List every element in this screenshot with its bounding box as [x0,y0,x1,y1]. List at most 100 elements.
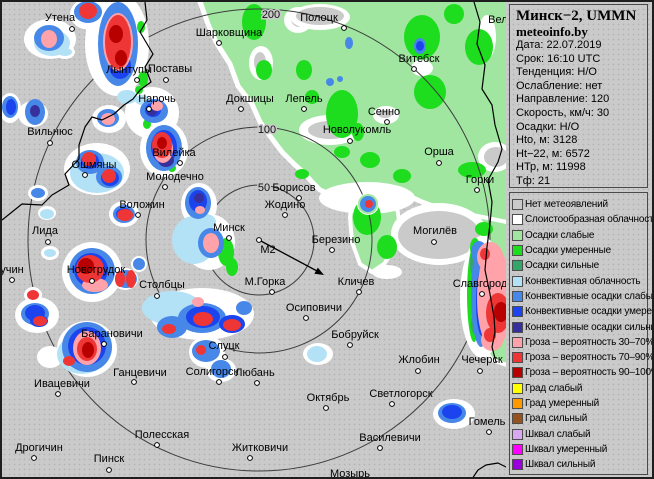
city-label: Витебск [399,53,440,65]
rain-field-patch [465,29,493,65]
radar-map-canvas: М2 Утена Шарковщина Полоцк Вели Витебск Лынтуп… [2,2,508,477]
city-label: Кличев [338,276,375,288]
info-line: Дата: 22.07.2019 [516,39,602,51]
ring-distance-label: 100 [258,124,276,136]
city-label: Вильнюс [27,126,73,138]
city-label: Осиповичи [286,302,342,314]
city-marker [323,405,329,411]
legend-item: Конвективные осадки слабые [512,289,652,304]
radar-cell [307,346,327,362]
city-label: Слуцк [209,340,240,352]
radar-cell [416,41,424,51]
radar-cell [195,206,205,214]
city-marker [55,391,61,397]
legend-item: Конвективные осадки сильные [512,319,652,334]
radar-cell [44,249,56,257]
radar-cell [192,297,204,307]
legend-item: Град слабый [512,381,647,396]
legend-swatch [512,229,523,241]
radar-cell [157,137,167,149]
rain-field-patch [242,4,266,40]
city-marker [177,160,183,166]
legend-label: Конвективные осадки умерен. [525,306,654,318]
radar-cell [40,209,54,219]
storm-motion-arrow [258,239,318,272]
legend-swatch [512,306,523,318]
radar-cell [79,3,97,19]
radar-cell [226,258,238,276]
city-marker [106,467,112,473]
city-label: Полесская [135,429,189,441]
rain-field-patch [414,75,446,109]
city-marker [131,379,137,385]
city-marker [389,401,395,407]
radar-cell [37,346,63,368]
legend-item: Слоистообразная облачность [512,212,652,227]
city-label: Пинск [94,453,125,465]
radar-cell [196,345,206,355]
city-label: Новолукомль [323,124,392,136]
city-marker [347,138,353,144]
city-label: Вели [488,14,508,26]
ring-distance-label: 200 [262,9,280,21]
country-border [473,2,503,363]
rain-field-patch [398,211,480,259]
city-label: Сенно [368,106,400,118]
radar-cell [82,152,96,166]
city-label: М.Горка [245,276,287,288]
legend-swatch [512,443,523,455]
city-marker [154,442,160,448]
radar-cell [194,193,204,203]
city-marker [384,119,390,125]
info-line: Ht−22, м: 6572 [516,147,590,160]
city-marker [69,26,75,32]
radar-cell [30,105,40,117]
city-label: Октябрь [307,392,350,404]
radar-cell [115,50,127,66]
city-label: Полоцк [300,12,338,24]
city-label: Нарочь [138,93,176,105]
city-label: Воложин [119,199,164,211]
city-marker [301,106,307,112]
city-marker [254,380,260,386]
radar-cell [137,21,145,33]
city-label: Барановичи [81,328,143,340]
legend-item: Осадки сильные [512,258,647,273]
city-marker [222,354,228,360]
city-label: Лида [32,225,59,237]
radar-cell [117,90,137,104]
city-label: Шарковщина [196,27,263,39]
radar-site-marker [256,237,262,243]
city-marker [303,315,309,321]
city-label: Утена [45,12,76,24]
site-link-text: meteoinfo.by [516,24,588,39]
city-marker [162,184,168,190]
radar-cell [211,360,231,378]
legend-label: Осадки слабые [525,229,595,241]
city-marker [247,455,253,461]
radar-cell [133,258,145,270]
radar-info-box: Минск−2, UMMN meteoinfo.by Дата: 22.07.2… [509,4,648,188]
city-label: Вилейка [152,147,196,159]
city-label: Молодечно [146,171,204,183]
legend-item: Град сильный [512,411,647,426]
city-label: Могилёв [413,225,457,237]
city-label: Минск [213,222,245,234]
city-label: Гомель [469,416,506,428]
info-line: Скорость, км/ч: 30 [516,106,610,119]
legend-label: Осадки умеренные [525,245,611,257]
city-marker [377,445,383,451]
legend-item: Нет метеоявлений [512,197,647,212]
city-label: Жлобин [398,354,439,366]
city-marker [477,368,483,374]
legend-swatch [512,398,523,409]
legend-swatch [512,245,523,257]
legend-label: Конвективные осадки сильные [525,321,654,333]
city-marker [329,247,335,253]
legend-item: Шквал слабый [512,426,647,441]
radar-cell [78,258,94,274]
city-label: Березино [312,234,361,246]
city-marker [45,239,51,245]
city-marker [216,40,222,46]
